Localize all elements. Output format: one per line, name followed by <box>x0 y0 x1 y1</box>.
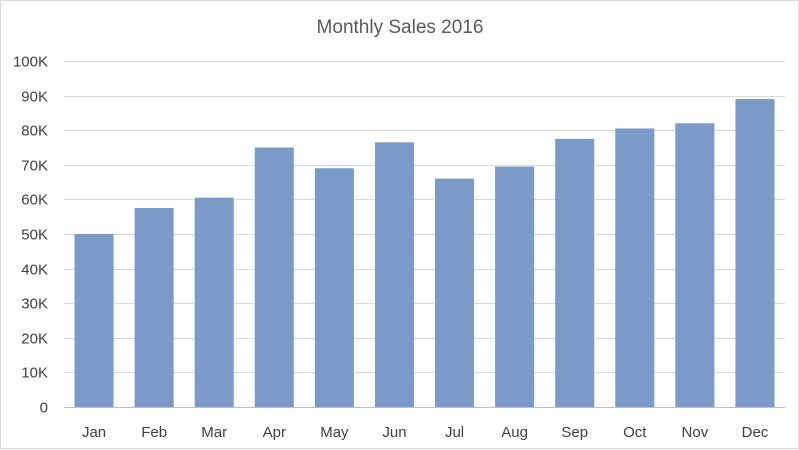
x-tick-label: Jan <box>82 424 106 441</box>
x-tick-label: Apr <box>263 424 286 441</box>
x-tick-label: Nov <box>682 424 709 441</box>
bar-apr <box>254 147 294 407</box>
y-tick-label: 100K <box>13 54 48 71</box>
bar-may <box>314 168 354 407</box>
x-tick-label: Oct <box>623 424 647 441</box>
x-tick-label: Sep <box>561 424 588 441</box>
bar-sep <box>555 138 595 407</box>
y-tick-label: 70K <box>21 158 48 175</box>
y-axis-ticks: 0 10K 20K 30K 40K 50K 60K 70K 80K 90K 100K <box>13 54 48 417</box>
x-tick-label: Feb <box>141 424 167 441</box>
bars <box>74 99 775 407</box>
gridlines <box>64 61 785 408</box>
bar-feb <box>134 208 174 407</box>
bar-jul <box>435 178 475 407</box>
y-tick-label: 80K <box>21 123 48 140</box>
x-axis-ticks: Jan Feb Mar Apr May Jun Jul Aug Sep Oct Nov Dec <box>82 424 769 441</box>
y-tick-label: 60K <box>21 192 48 209</box>
bar-jun <box>374 142 414 407</box>
x-tick-label: Mar <box>201 424 227 441</box>
bar-nov <box>675 123 715 407</box>
x-tick-label: Jul <box>445 424 464 441</box>
y-tick-label: 30K <box>21 296 48 313</box>
y-tick-label: 10K <box>21 365 48 382</box>
y-tick-label: 40K <box>21 262 48 279</box>
bar-oct <box>615 128 655 407</box>
y-tick-label: 20K <box>21 331 48 348</box>
x-tick-label: May <box>320 424 349 441</box>
bar-jan <box>74 234 114 407</box>
x-tick-label: Aug <box>501 424 528 441</box>
x-tick-label: Dec <box>742 424 769 441</box>
bar-mar <box>194 197 234 407</box>
x-tick-label: Jun <box>382 424 406 441</box>
bar-dec <box>735 99 775 407</box>
chart-title: Monthly Sales 2016 <box>317 17 484 38</box>
y-tick-label: 50K <box>21 227 48 244</box>
y-tick-label: 0 <box>40 400 48 417</box>
bar-aug <box>495 166 535 407</box>
y-tick-label: 90K <box>21 89 48 106</box>
